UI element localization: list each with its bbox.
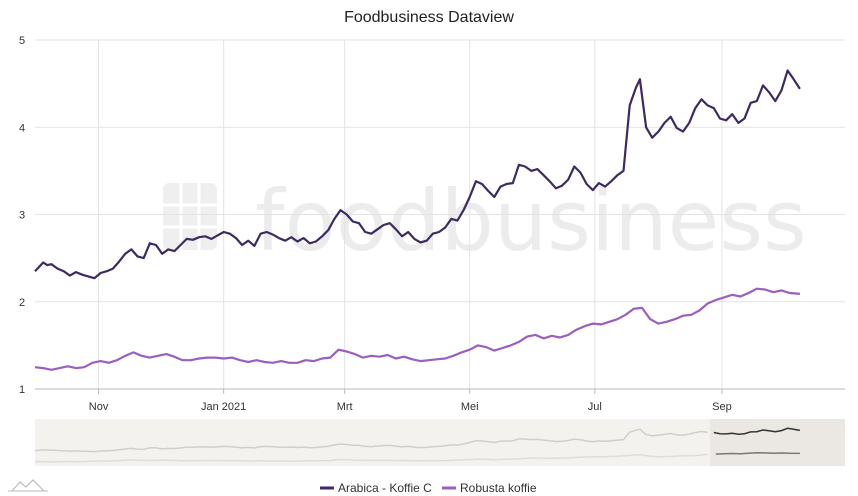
- navigator-icon: [8, 479, 48, 492]
- watermark-logo-icon: [163, 183, 217, 250]
- y-tick-label: 4: [19, 122, 25, 134]
- navigator-line-selected-1: [715, 452, 800, 455]
- y-axis: 1 2 3 4 5: [19, 35, 25, 396]
- x-tick-label: Jan 2021: [201, 401, 246, 413]
- navigator-lines: [34, 427, 801, 463]
- navigator-unselected-range: [35, 419, 710, 466]
- y-tick-label: 3: [19, 210, 25, 222]
- x-tick-label: Jul: [588, 401, 602, 413]
- watermark: foodbusiness: [163, 172, 807, 270]
- y-tick-label: 1: [19, 384, 25, 396]
- x-tick-label: Mrt: [337, 401, 353, 413]
- y-tick-label: 2: [19, 297, 25, 309]
- series-line-1: [34, 287, 800, 371]
- x-tick-label: Nov: [89, 401, 109, 413]
- y-tick-label: 5: [19, 35, 25, 47]
- x-tick-label: Mei: [461, 401, 479, 413]
- navigator-line-0: [34, 428, 708, 453]
- series-line-0: [34, 69, 801, 280]
- x-axis: Nov Jan 2021 Mrt Mei Jul Sep: [35, 388, 845, 413]
- chart-title: Foodbusiness Dataview: [344, 9, 514, 26]
- navigator[interactable]: [8, 419, 845, 492]
- navigator-line-1: [34, 453, 708, 463]
- legend-item-0[interactable]: Arabica - Koffie C: [338, 481, 432, 495]
- navigator-line-selected-0: [713, 427, 801, 435]
- legend-item-1[interactable]: Robusta koffie: [460, 481, 537, 495]
- legend: Arabica - Koffie C Robusta koffie: [320, 481, 537, 495]
- gridlines: [35, 39, 845, 390]
- navigator-selected-range[interactable]: [710, 419, 845, 466]
- watermark-text: foodbusiness: [255, 172, 807, 270]
- x-tick-label: Sep: [712, 401, 732, 413]
- series-layer: [34, 69, 801, 371]
